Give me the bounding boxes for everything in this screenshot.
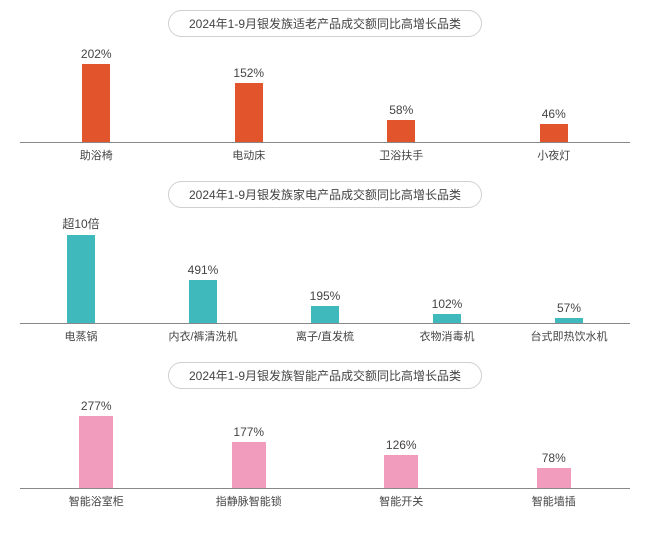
bar-group: 102% bbox=[386, 297, 508, 323]
chart-section-0: 2024年1-9月银发族适老产品成交额同比高增长品类 202% 152% 58% 46%… bbox=[20, 10, 630, 163]
x-labels: 智能浴室柜指静脉智能锁智能开关智能墙插 bbox=[20, 493, 630, 509]
bar bbox=[540, 124, 568, 142]
bar-group: 58% bbox=[325, 103, 478, 142]
bar bbox=[189, 280, 217, 323]
bar bbox=[555, 318, 583, 323]
bar-group: 46% bbox=[478, 107, 631, 142]
x-label: 助浴椅 bbox=[20, 147, 173, 163]
bar-group: 超10倍 bbox=[20, 215, 142, 323]
bar bbox=[433, 314, 461, 323]
x-label: 衣物消毒机 bbox=[386, 328, 508, 344]
bar bbox=[387, 120, 415, 142]
bar-value-label: 46% bbox=[542, 107, 566, 121]
bar-group: 177% bbox=[173, 425, 326, 488]
bars-region: 202% 152% 58% 46% bbox=[20, 45, 630, 143]
bar-value-label: 57% bbox=[557, 301, 581, 315]
bar-group: 277% bbox=[20, 399, 173, 488]
bar bbox=[537, 468, 571, 488]
bar-group: 491% bbox=[142, 263, 264, 323]
x-label: 离子/直发梳 bbox=[264, 328, 386, 344]
bar-group: 57% bbox=[508, 301, 630, 323]
bar bbox=[384, 455, 418, 488]
charts-container: 2024年1-9月银发族适老产品成交额同比高增长品类 202% 152% 58% 46%… bbox=[20, 10, 630, 509]
x-label: 智能墙插 bbox=[478, 493, 631, 509]
bar bbox=[235, 83, 263, 142]
bar-value-label: 超10倍 bbox=[62, 215, 99, 232]
x-label: 小夜灯 bbox=[478, 147, 631, 163]
x-labels: 助浴椅电动床卫浴扶手小夜灯 bbox=[20, 147, 630, 163]
bar-group: 195% bbox=[264, 289, 386, 323]
bar-value-label: 78% bbox=[542, 451, 566, 465]
x-label: 内衣/裤清洗机 bbox=[142, 328, 264, 344]
bar-value-label: 177% bbox=[233, 425, 264, 439]
chart-title: 2024年1-9月银发族家电产品成交额同比高增长品类 bbox=[168, 181, 482, 208]
x-labels: 电蒸锅内衣/裤清洗机离子/直发梳衣物消毒机台式即热饮水机 bbox=[20, 328, 630, 344]
x-label: 台式即热饮水机 bbox=[508, 328, 630, 344]
chart-section-1: 2024年1-9月银发族家电产品成交额同比高增长品类超10倍 491% 195% 10… bbox=[20, 181, 630, 344]
bar-value-label: 195% bbox=[310, 289, 341, 303]
bar bbox=[79, 416, 113, 488]
bar-value-label: 58% bbox=[389, 103, 413, 117]
bars-region: 277% 177% 126% 78% bbox=[20, 397, 630, 489]
chart-section-2: 2024年1-9月银发族智能产品成交额同比高增长品类 277% 177% 126% 78… bbox=[20, 362, 630, 509]
bar-value-label: 152% bbox=[233, 66, 264, 80]
bar-value-label: 491% bbox=[188, 263, 219, 277]
x-label: 智能开关 bbox=[325, 493, 478, 509]
bar-value-label: 126% bbox=[386, 438, 417, 452]
bar-group: 78% bbox=[478, 451, 631, 488]
bar bbox=[82, 64, 110, 142]
x-label: 卫浴扶手 bbox=[325, 147, 478, 163]
bar-group: 152% bbox=[173, 66, 326, 142]
bar-value-label: 277% bbox=[81, 399, 112, 413]
x-label: 电蒸锅 bbox=[20, 328, 142, 344]
bar bbox=[311, 306, 339, 323]
bar-group: 202% bbox=[20, 47, 173, 142]
x-label: 智能浴室柜 bbox=[20, 493, 173, 509]
chart-title: 2024年1-9月银发族智能产品成交额同比高增长品类 bbox=[168, 362, 482, 389]
bar bbox=[232, 442, 266, 488]
bar-value-label: 102% bbox=[432, 297, 463, 311]
bar bbox=[67, 235, 95, 323]
bars-region: 超10倍 491% 195% 102% 57% bbox=[20, 216, 630, 324]
x-label: 电动床 bbox=[173, 147, 326, 163]
x-label: 指静脉智能锁 bbox=[173, 493, 326, 509]
bar-group: 126% bbox=[325, 438, 478, 488]
bar-value-label: 202% bbox=[81, 47, 112, 61]
chart-title: 2024年1-9月银发族适老产品成交额同比高增长品类 bbox=[168, 10, 482, 37]
